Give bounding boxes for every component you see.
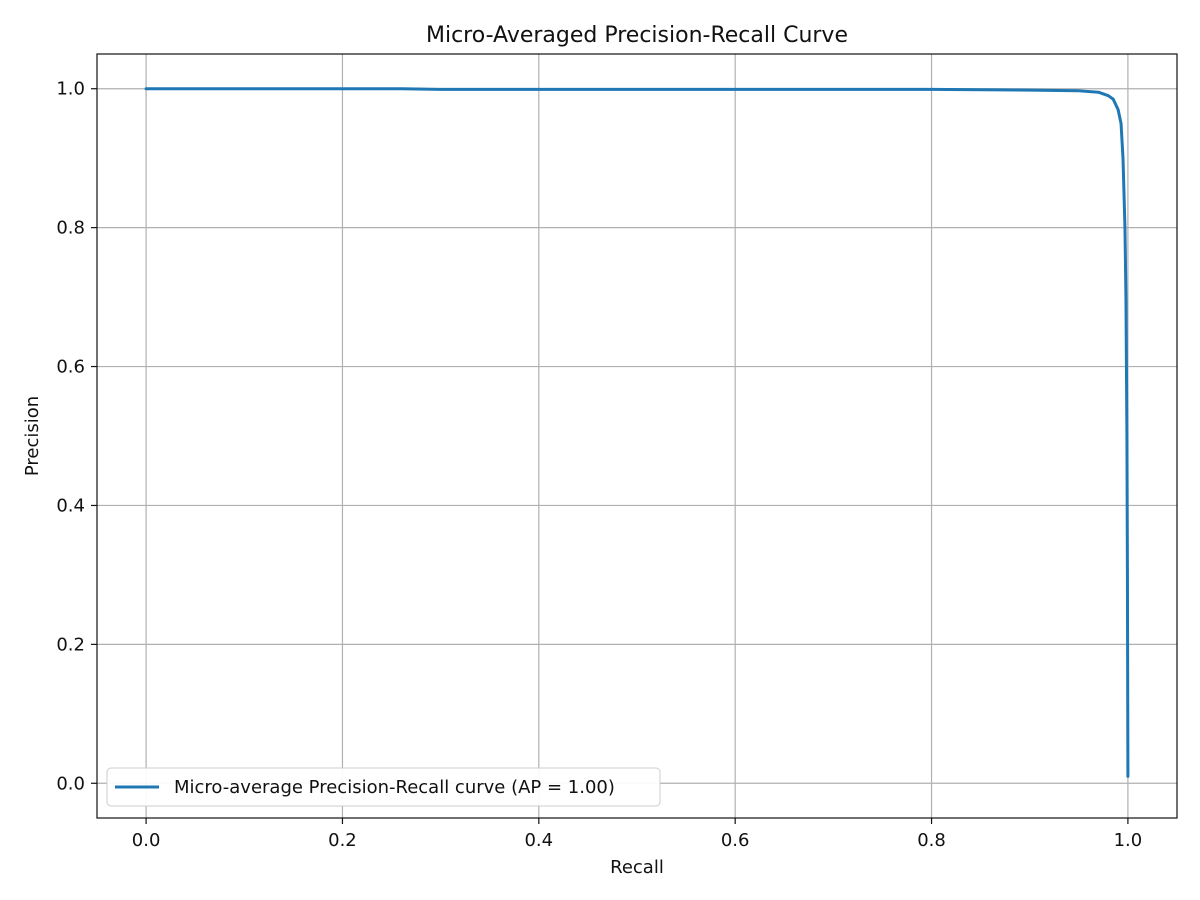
y-tick-label: 0.2 [56, 634, 85, 655]
x-tick-label: 0.8 [917, 830, 946, 851]
legend: Micro-average Precision-Recall curve (AP… [106, 767, 661, 807]
y-tick-label: 0.0 [56, 773, 85, 794]
legend-label: Micro-average Precision-Recall curve (AP… [174, 777, 615, 798]
y-tick-label: 1.0 [56, 79, 85, 100]
x-axis-label: Recall [610, 857, 664, 878]
legend-box [106, 767, 661, 807]
x-tick-label: 0.4 [524, 830, 553, 851]
series-layer [144, 87, 1130, 778]
chart-title: Micro-Averaged Precision-Recall Curve [426, 23, 848, 48]
y-tick-label: 0.4 [56, 495, 85, 516]
tick-layer: 0.0 0.2 0.4 0.6 0.8 1.0 0.0 0.2 0.4 0.6 0.8 1.0 [56, 79, 1142, 851]
axes-frame [96, 53, 1178, 819]
precision-recall-curve-line [144, 87, 1130, 778]
y-tick-label: 0.8 [56, 218, 85, 239]
x-tick-label: 1.0 [1114, 830, 1143, 851]
x-tick-label: 0.6 [721, 830, 750, 851]
x-tick-label: 0.2 [328, 830, 357, 851]
y-axis-label: Precision [22, 396, 43, 476]
x-tick-label: 0.0 [132, 830, 161, 851]
y-tick-label: 0.6 [56, 357, 85, 378]
